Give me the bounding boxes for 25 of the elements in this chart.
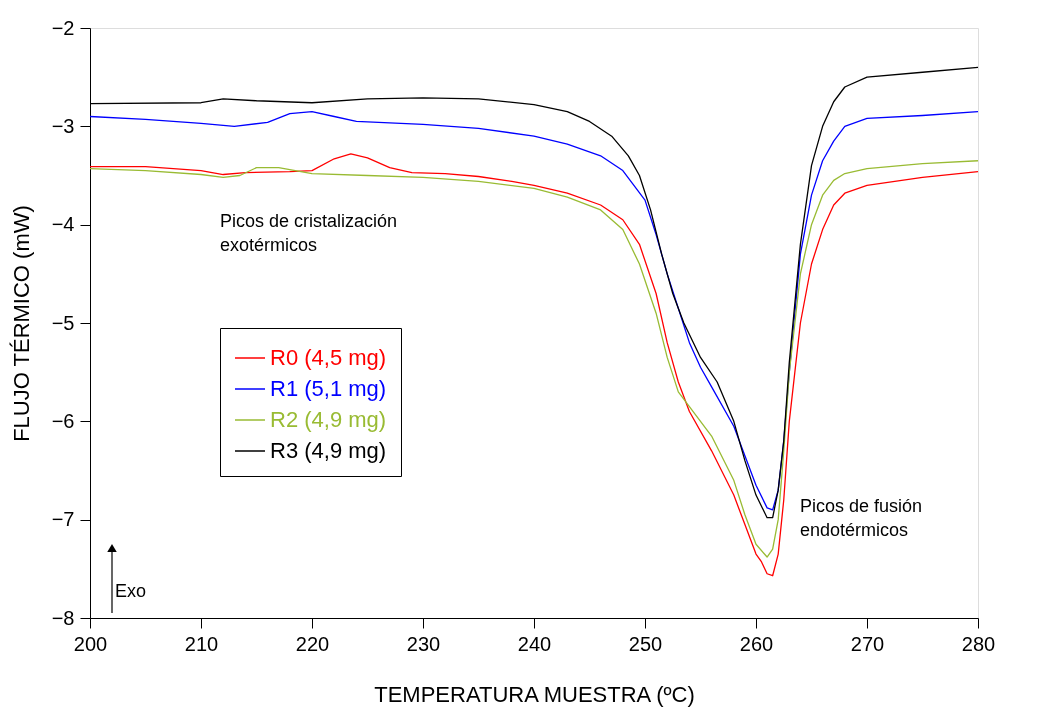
legend-label: R0 (4,5 mg) [270, 345, 387, 370]
legend-label: R2 (4,9 mg) [270, 407, 387, 432]
y-tick-label: −3 [51, 114, 75, 137]
x-axis-title: TEMPERATURA MUESTRA (ºC) [374, 681, 695, 707]
y-tick-label: −2 [51, 16, 75, 39]
y-tick-label: −8 [51, 606, 75, 629]
y-axis-title: FLUJO TÉRMICO (mW) [8, 205, 34, 442]
x-tick-label: 230 [406, 632, 441, 655]
annotation: Picos de cristalización exotérmicos [220, 211, 398, 255]
legend-label: R1 (5,1 mg) [270, 376, 387, 401]
y-tick-label: −5 [51, 311, 75, 334]
x-tick-label: 280 [961, 632, 996, 655]
x-tick-label: 250 [628, 632, 663, 655]
x-tick-label: 240 [517, 632, 552, 655]
x-tick-label: 200 [73, 632, 108, 655]
x-tick-label: 210 [184, 632, 219, 655]
y-tick-label: −4 [51, 213, 75, 236]
x-tick-label: 270 [850, 632, 885, 655]
legend-label: R3 (4,9 mg) [270, 438, 387, 463]
annotation: Exo [115, 581, 147, 601]
x-tick-label: 260 [739, 632, 774, 655]
y-tick-label: −7 [51, 508, 75, 531]
annotation: Picos de fusión endotérmicos [800, 496, 923, 540]
x-tick-label: 220 [295, 632, 330, 655]
y-tick-label: −6 [51, 409, 75, 432]
